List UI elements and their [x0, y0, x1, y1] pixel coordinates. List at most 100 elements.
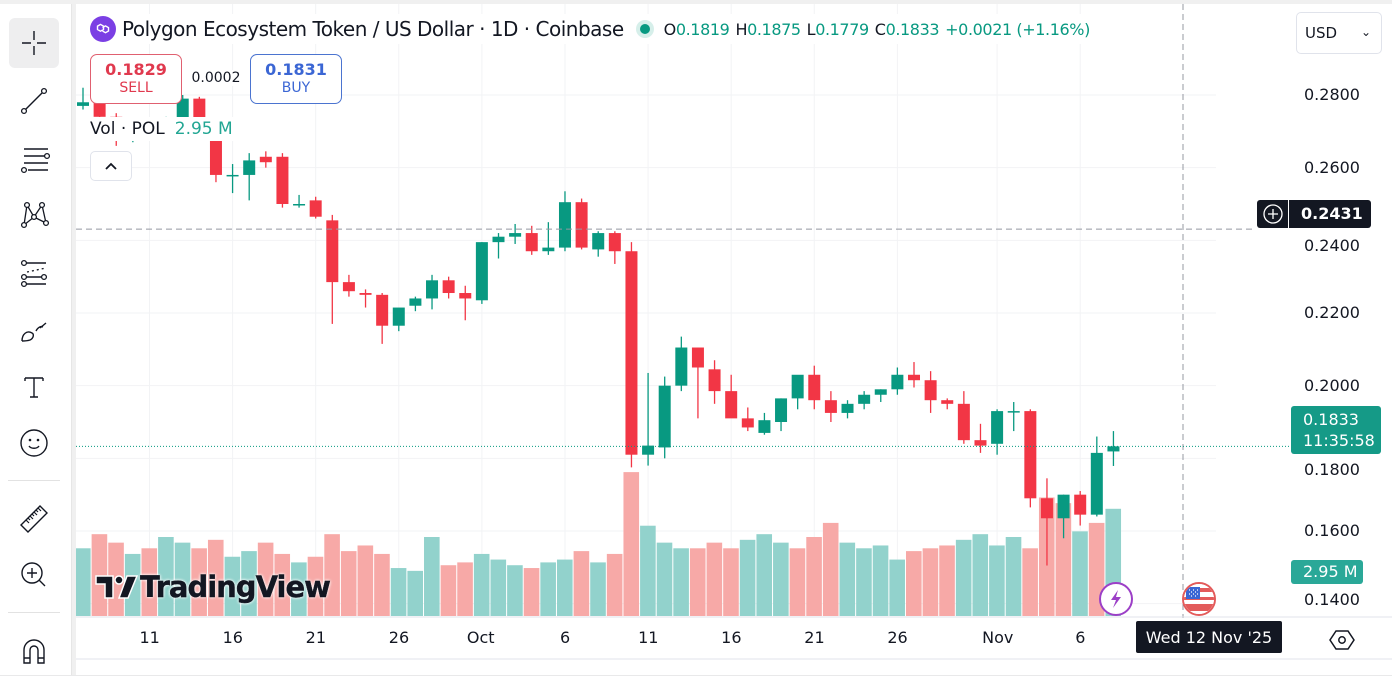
text-tool[interactable] — [9, 362, 59, 412]
volume-bar — [673, 548, 689, 616]
tradingview-logo-icon — [95, 575, 139, 599]
time-tick-label: 21 — [305, 628, 327, 647]
time-tick-label: Nov — [982, 628, 1014, 647]
candle-down — [908, 374, 920, 381]
candle-up — [858, 394, 871, 404]
candle-up — [791, 374, 804, 399]
ohlc-close: C0.1833 — [874, 19, 940, 39]
volume-bar — [989, 545, 1005, 616]
volume-bar — [640, 525, 656, 616]
crosshair-tool[interactable] — [9, 18, 59, 68]
zoom-in-icon — [21, 562, 46, 587]
market-open-icon[interactable] — [635, 20, 654, 38]
fib-retracement-tool[interactable] — [9, 134, 59, 184]
candle-up — [841, 403, 854, 413]
time-tick-label: 11 — [139, 628, 160, 647]
buy-price: 0.1831 — [265, 60, 327, 79]
candle-down — [459, 293, 472, 299]
candle-down — [309, 200, 322, 217]
volume-bar — [1005, 537, 1022, 616]
volume-bar — [556, 559, 573, 616]
buy-button[interactable]: 0.1831 BUY — [250, 54, 342, 104]
candle-up — [509, 233, 522, 237]
candle-down — [691, 347, 704, 368]
volume-bar — [756, 534, 773, 616]
price-tick-label: 0.1400 — [1304, 590, 1360, 609]
volume-bar — [523, 568, 540, 616]
forecast-icon — [20, 259, 48, 288]
candle-up — [775, 398, 788, 422]
candle-up — [891, 374, 904, 390]
volume-bar — [473, 553, 490, 616]
volume-bar — [590, 562, 606, 616]
chevron-down-icon: ⌄ — [1360, 25, 1371, 39]
candle-up — [1107, 446, 1120, 452]
candle-up — [392, 307, 405, 326]
candle-up — [1057, 494, 1070, 519]
volume-bar — [357, 545, 374, 616]
add-alert-button[interactable] — [1257, 200, 1289, 228]
tradingview-logo[interactable]: TradingView — [94, 570, 331, 604]
volume-bar — [91, 534, 108, 616]
trend-line-tool[interactable] — [9, 76, 59, 126]
crosshair-price: 0.2431 — [1301, 204, 1363, 223]
plus-circle-icon — [1262, 204, 1283, 224]
candle-up — [293, 204, 306, 206]
price-tick-label: 0.2400 — [1304, 236, 1360, 255]
volume-label: Vol · POL — [90, 119, 165, 139]
volume-bar — [407, 570, 423, 616]
candle-down — [974, 440, 987, 446]
currency-select[interactable]: USD ⌄ — [1296, 12, 1382, 54]
volume-bar — [257, 542, 274, 616]
bar-countdown: 11:35:58 — [1303, 431, 1375, 450]
time-tick-label: Oct — [466, 628, 495, 647]
last-price-tag: 0.1833 11:35:58 — [1291, 406, 1381, 454]
candle-down — [824, 400, 837, 413]
candle-down — [708, 369, 721, 392]
volume-bars — [76, 472, 1122, 616]
measure-tool[interactable] — [9, 494, 59, 544]
volume-bar — [324, 534, 340, 616]
time-tick-label: 11 — [638, 628, 659, 647]
chart-settings-button[interactable] — [1328, 626, 1356, 654]
volume-bar — [623, 472, 640, 616]
time-tick-label: 26 — [887, 628, 908, 647]
chart-pane[interactable]: Polygon Ecosystem Token / US Dollar · 1D… — [76, 4, 1392, 675]
zoom-in-tool[interactable] — [9, 550, 59, 600]
candles — [77, 87, 1120, 566]
volume-bar — [457, 562, 473, 616]
brush-tool[interactable] — [9, 306, 59, 356]
candle-down — [741, 418, 754, 428]
crosshair-price-tag: 0.2431 — [1257, 200, 1371, 228]
symbol-title[interactable]: Polygon Ecosystem Token / US Dollar · 1D… — [122, 17, 624, 41]
candle-up — [243, 160, 256, 175]
patterns-tool[interactable] — [9, 190, 59, 240]
candle-up — [409, 298, 422, 306]
time-tick-label: 26 — [388, 628, 410, 647]
volume-bar — [490, 559, 507, 616]
forecasting-tool[interactable] — [9, 248, 59, 298]
candle-down — [525, 233, 538, 252]
candle-down — [1024, 411, 1037, 499]
candle-up — [77, 102, 89, 106]
candle-up — [426, 280, 439, 299]
price-tick-label: 0.2000 — [1304, 375, 1360, 395]
toolbar-divider — [8, 612, 60, 613]
fib-lines-icon — [20, 148, 51, 174]
candle-up — [492, 236, 505, 243]
candle-down — [808, 374, 821, 401]
volume-bar — [241, 551, 257, 616]
magnet-icon — [23, 639, 45, 664]
collapse-legend-button[interactable] — [90, 151, 132, 181]
volume-value: 2.95 M — [174, 119, 233, 139]
volume-bar — [822, 522, 839, 616]
us-flag-economic-event-icon[interactable] — [1182, 582, 1216, 616]
magnet-tool[interactable] — [9, 626, 59, 676]
event-flash-icon[interactable] — [1099, 582, 1133, 616]
sell-button[interactable]: 0.1829 SELL — [90, 54, 182, 104]
volume-bar — [723, 548, 739, 616]
brush-icon — [21, 322, 47, 342]
icons-tool[interactable] — [9, 418, 59, 468]
sell-price: 0.1829 — [105, 60, 167, 79]
